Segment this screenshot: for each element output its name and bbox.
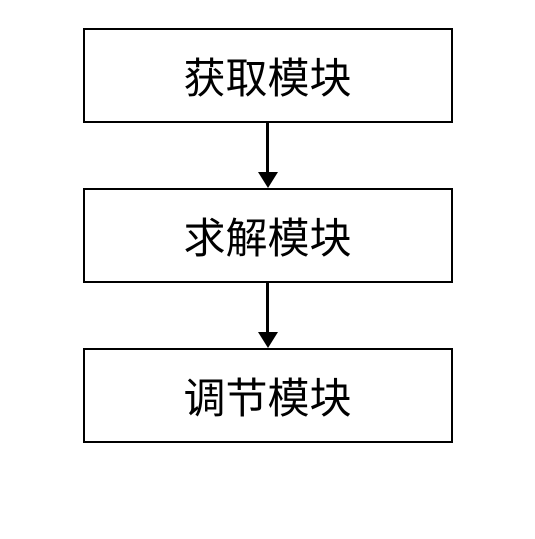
node-label: 求解模块 bbox=[183, 205, 351, 266]
flowchart-node-solve: 求解模块 bbox=[83, 188, 453, 283]
node-label: 获取模块 bbox=[183, 45, 351, 106]
arrow-line bbox=[266, 283, 269, 332]
flowchart-container: 获取模块 求解模块 调节模块 bbox=[83, 28, 453, 443]
flowchart-node-adjust: 调节模块 bbox=[83, 348, 453, 443]
arrow-head-icon bbox=[258, 332, 278, 348]
flowchart-node-acquire: 获取模块 bbox=[83, 28, 453, 123]
flowchart-arrow bbox=[258, 283, 278, 348]
arrow-line bbox=[266, 123, 269, 172]
flowchart-arrow bbox=[258, 123, 278, 188]
arrow-head-icon bbox=[258, 172, 278, 188]
node-label: 调节模块 bbox=[183, 365, 351, 426]
